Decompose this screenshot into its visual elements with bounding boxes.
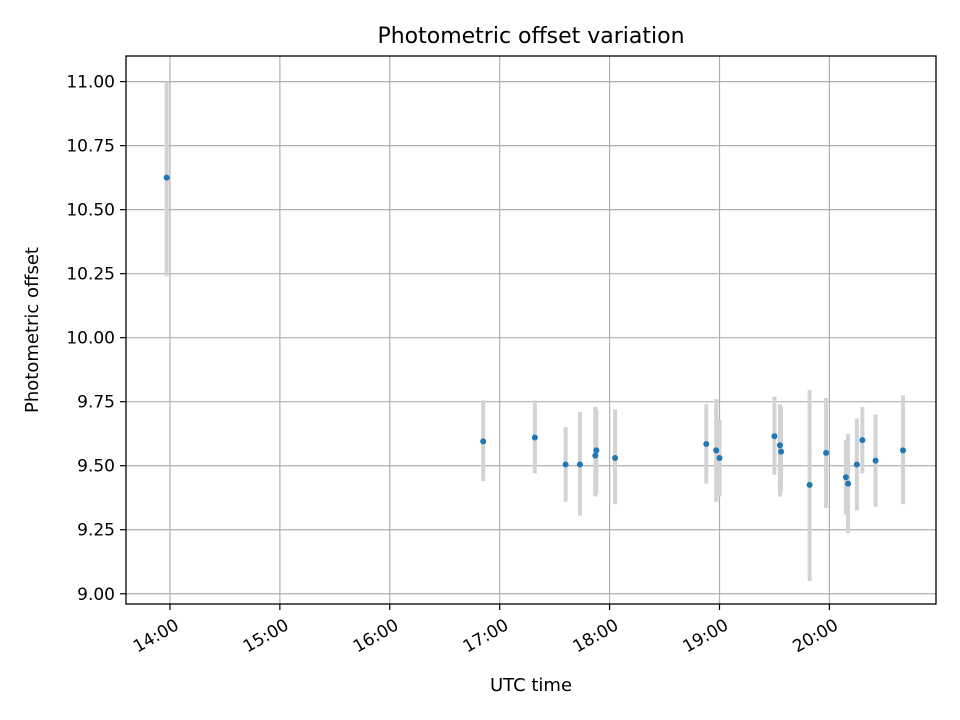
- y-tick-label: 10.00: [66, 329, 115, 349]
- data-point: [771, 433, 778, 440]
- data-point: [823, 449, 830, 456]
- data-point: [593, 447, 600, 454]
- y-axis-ticks: 9.00 9.25 9.50 9.75 10.00 10.25 10.50 10.75 11.0…: [66, 73, 126, 605]
- data-point: [778, 448, 785, 455]
- data-point: [163, 174, 170, 181]
- grid-lines: [126, 56, 936, 604]
- y-tick-label: 9.75: [77, 393, 115, 413]
- y-tick-label: 9.50: [77, 457, 115, 477]
- data-point: [900, 447, 907, 454]
- data-point: [480, 438, 487, 445]
- data-point: [612, 455, 619, 462]
- data-point: [531, 434, 538, 441]
- y-tick-label: 9.25: [77, 521, 115, 541]
- data-point: [703, 440, 710, 447]
- data-point: [842, 474, 849, 481]
- data-point: [853, 461, 860, 468]
- data-point: [592, 452, 599, 459]
- plot-area-frame: [125, 55, 937, 605]
- data-point: [806, 481, 813, 488]
- x-axis-label: UTC time: [490, 675, 572, 696]
- data-point: [845, 480, 852, 487]
- data-point: [713, 447, 720, 454]
- data-point: [576, 461, 583, 468]
- y-tick-label: 9.00: [77, 585, 115, 605]
- chart-title: Photometric offset variation: [377, 24, 684, 49]
- data-points: [163, 174, 907, 488]
- data-point: [776, 442, 783, 449]
- y-tick-label: 10.25: [66, 265, 115, 285]
- y-tick-label: 11.00: [66, 73, 115, 93]
- data-point: [562, 461, 569, 468]
- data-point: [872, 457, 879, 464]
- data-point: [716, 455, 723, 462]
- y-axis-label: Photometric offset: [22, 247, 43, 413]
- y-tick-label: 10.50: [66, 201, 115, 221]
- y-tick-label: 10.75: [66, 137, 115, 157]
- data-point: [859, 437, 866, 444]
